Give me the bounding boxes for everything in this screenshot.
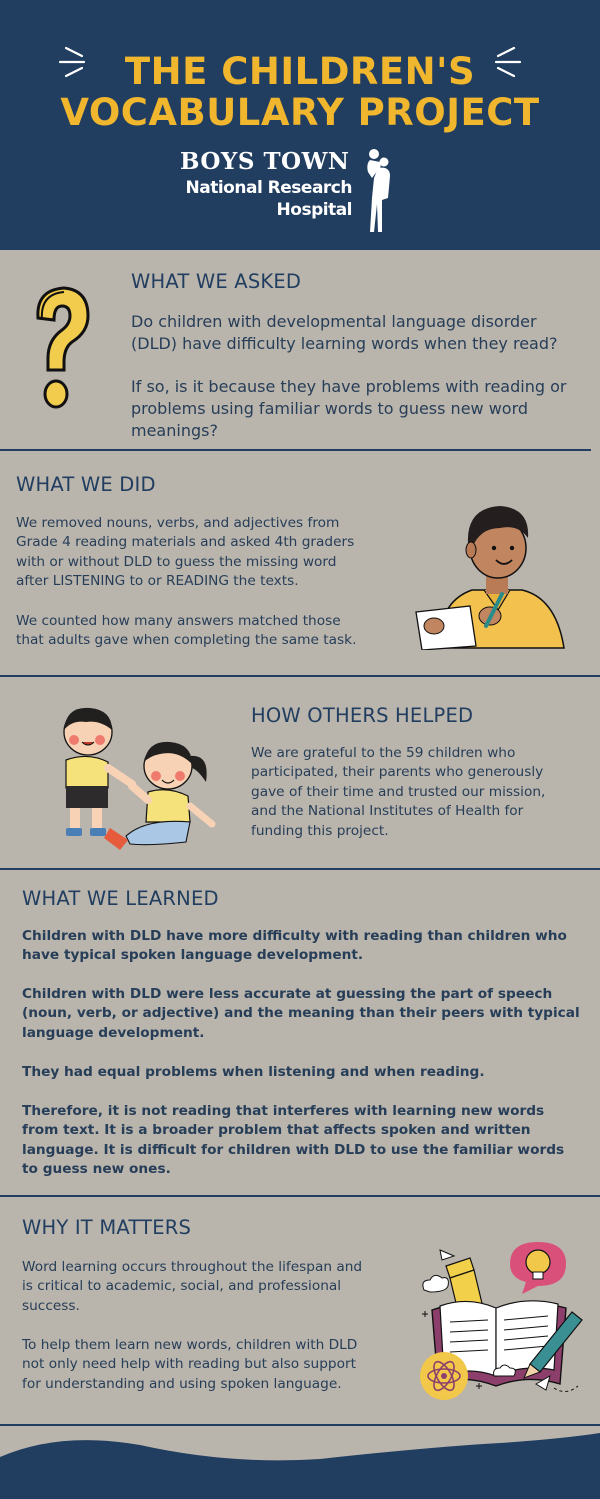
question-mark-icon — [36, 286, 90, 409]
text-line: We are grateful to the 59 children who — [251, 745, 516, 761]
section-divider — [0, 449, 591, 451]
text-line: Grade 4 reading materials and asked 4th … — [16, 534, 355, 551]
text-line: problems using familiar words to guess n… — [131, 399, 529, 418]
learned-paragraph-3: They had equal problems when listening a… — [22, 1063, 592, 1082]
text-line: participated, their parents who generous… — [251, 764, 544, 781]
heading-why-it-matters: WHY IT MATTERS — [22, 1216, 192, 1239]
text-line: with or without DLD to guess the missing… — [16, 553, 337, 570]
section-divider — [0, 1424, 600, 1426]
boy-carrying-child-icon — [367, 149, 390, 232]
page-title-line-1: THE CHILDREN'S — [124, 50, 476, 93]
text-line: To help them learn new words, children w… — [22, 1337, 358, 1353]
children-helping-illustration — [63, 707, 216, 850]
page-title-line-2: VOCABULARY PROJECT — [60, 91, 540, 134]
heading-how-others-helped: HOW OTHERS HELPED — [251, 704, 474, 727]
heading-what-we-did: WHAT WE DID — [16, 473, 156, 496]
book-and-ideas-illustration — [420, 1242, 583, 1400]
helped-paragraph: We are grateful to the 59 children who p… — [251, 744, 591, 841]
text-line: not only need help with reading but also… — [22, 1356, 356, 1373]
text-line: Children with DLD were less accurate at … — [22, 986, 553, 1002]
text-line: Word learning occurs throughout the life… — [22, 1259, 363, 1275]
section-divider — [0, 675, 600, 677]
learned-paragraph-4: Therefore, it is not reading that interf… — [22, 1102, 592, 1180]
logo-line-1: BOYS TOWN — [180, 148, 350, 175]
text-line: have typical spoken language development… — [22, 947, 364, 964]
text-line: success. — [22, 1297, 80, 1314]
text-line: and the National Institutes of Health fo… — [251, 803, 524, 820]
text-line: They had equal problems when listening a… — [22, 1064, 485, 1080]
boy-writing-illustration — [415, 506, 565, 650]
text-line: language development. — [22, 1024, 205, 1041]
text-line: after LISTENING to or READING the texts. — [16, 573, 299, 590]
matters-paragraph-1: Word learning occurs throughout the life… — [22, 1258, 402, 1316]
boys-town-logo: BOYS TOWN National Research Hospital — [180, 148, 410, 238]
matters-paragraph-2: To help them learn new words, children w… — [22, 1336, 402, 1394]
heading-what-we-asked: WHAT WE ASKED — [131, 270, 302, 293]
burst-lines-right-icon — [494, 46, 522, 78]
header-banner: THE CHILDREN'S VOCABULARY PROJECT BOYS T… — [0, 0, 600, 250]
section-divider — [0, 1195, 600, 1197]
text-line: from text. It is a broader problem that … — [22, 1122, 531, 1139]
text-line: language. It is difficult for children w… — [22, 1141, 565, 1158]
text-line: We counted how many answers matched thos… — [16, 613, 341, 629]
text-line: that adults gave when completing the sam… — [16, 632, 357, 649]
text-line: meanings? — [131, 421, 218, 440]
learned-paragraph-2: Children with DLD were less accurate at … — [22, 985, 592, 1043]
text-line: If so, is it because they have problems … — [131, 377, 567, 396]
section-divider — [0, 868, 600, 870]
text-line: to guess new ones. — [22, 1161, 171, 1178]
text-line: Children with DLD have more difficulty w… — [22, 928, 567, 944]
text-line: Do children with developmental language … — [131, 312, 537, 331]
learned-paragraph-1: Children with DLD have more difficulty w… — [22, 927, 592, 966]
text-line: for understanding and using spoken langu… — [22, 1375, 342, 1392]
text-line: is critical to academic, social, and pro… — [22, 1278, 342, 1295]
footer-wave — [0, 1433, 600, 1499]
logo-line-2: National Research — [185, 178, 353, 198]
burst-lines-left-icon — [58, 46, 86, 78]
asked-paragraph-2: If so, is it because they have problems … — [131, 376, 591, 442]
text-line: (DLD) have difficulty learning words whe… — [131, 334, 558, 353]
logo-line-3: Hospital — [276, 200, 353, 220]
did-paragraph-2: We counted how many answers matched thos… — [16, 612, 406, 651]
text-line: gave of their time and trusted our missi… — [251, 783, 546, 800]
did-paragraph-1: We removed nouns, verbs, and adjectives … — [16, 514, 406, 592]
heading-what-we-learned: WHAT WE LEARNED — [22, 887, 219, 910]
text-line: funding this project. — [251, 822, 389, 839]
text-line: Therefore, it is not reading that interf… — [22, 1103, 545, 1119]
text-line: We removed nouns, verbs, and adjectives … — [16, 515, 340, 531]
asked-paragraph-1: Do children with developmental language … — [131, 311, 591, 355]
text-line: (noun, verb, or adjective) and the meani… — [22, 1005, 580, 1022]
